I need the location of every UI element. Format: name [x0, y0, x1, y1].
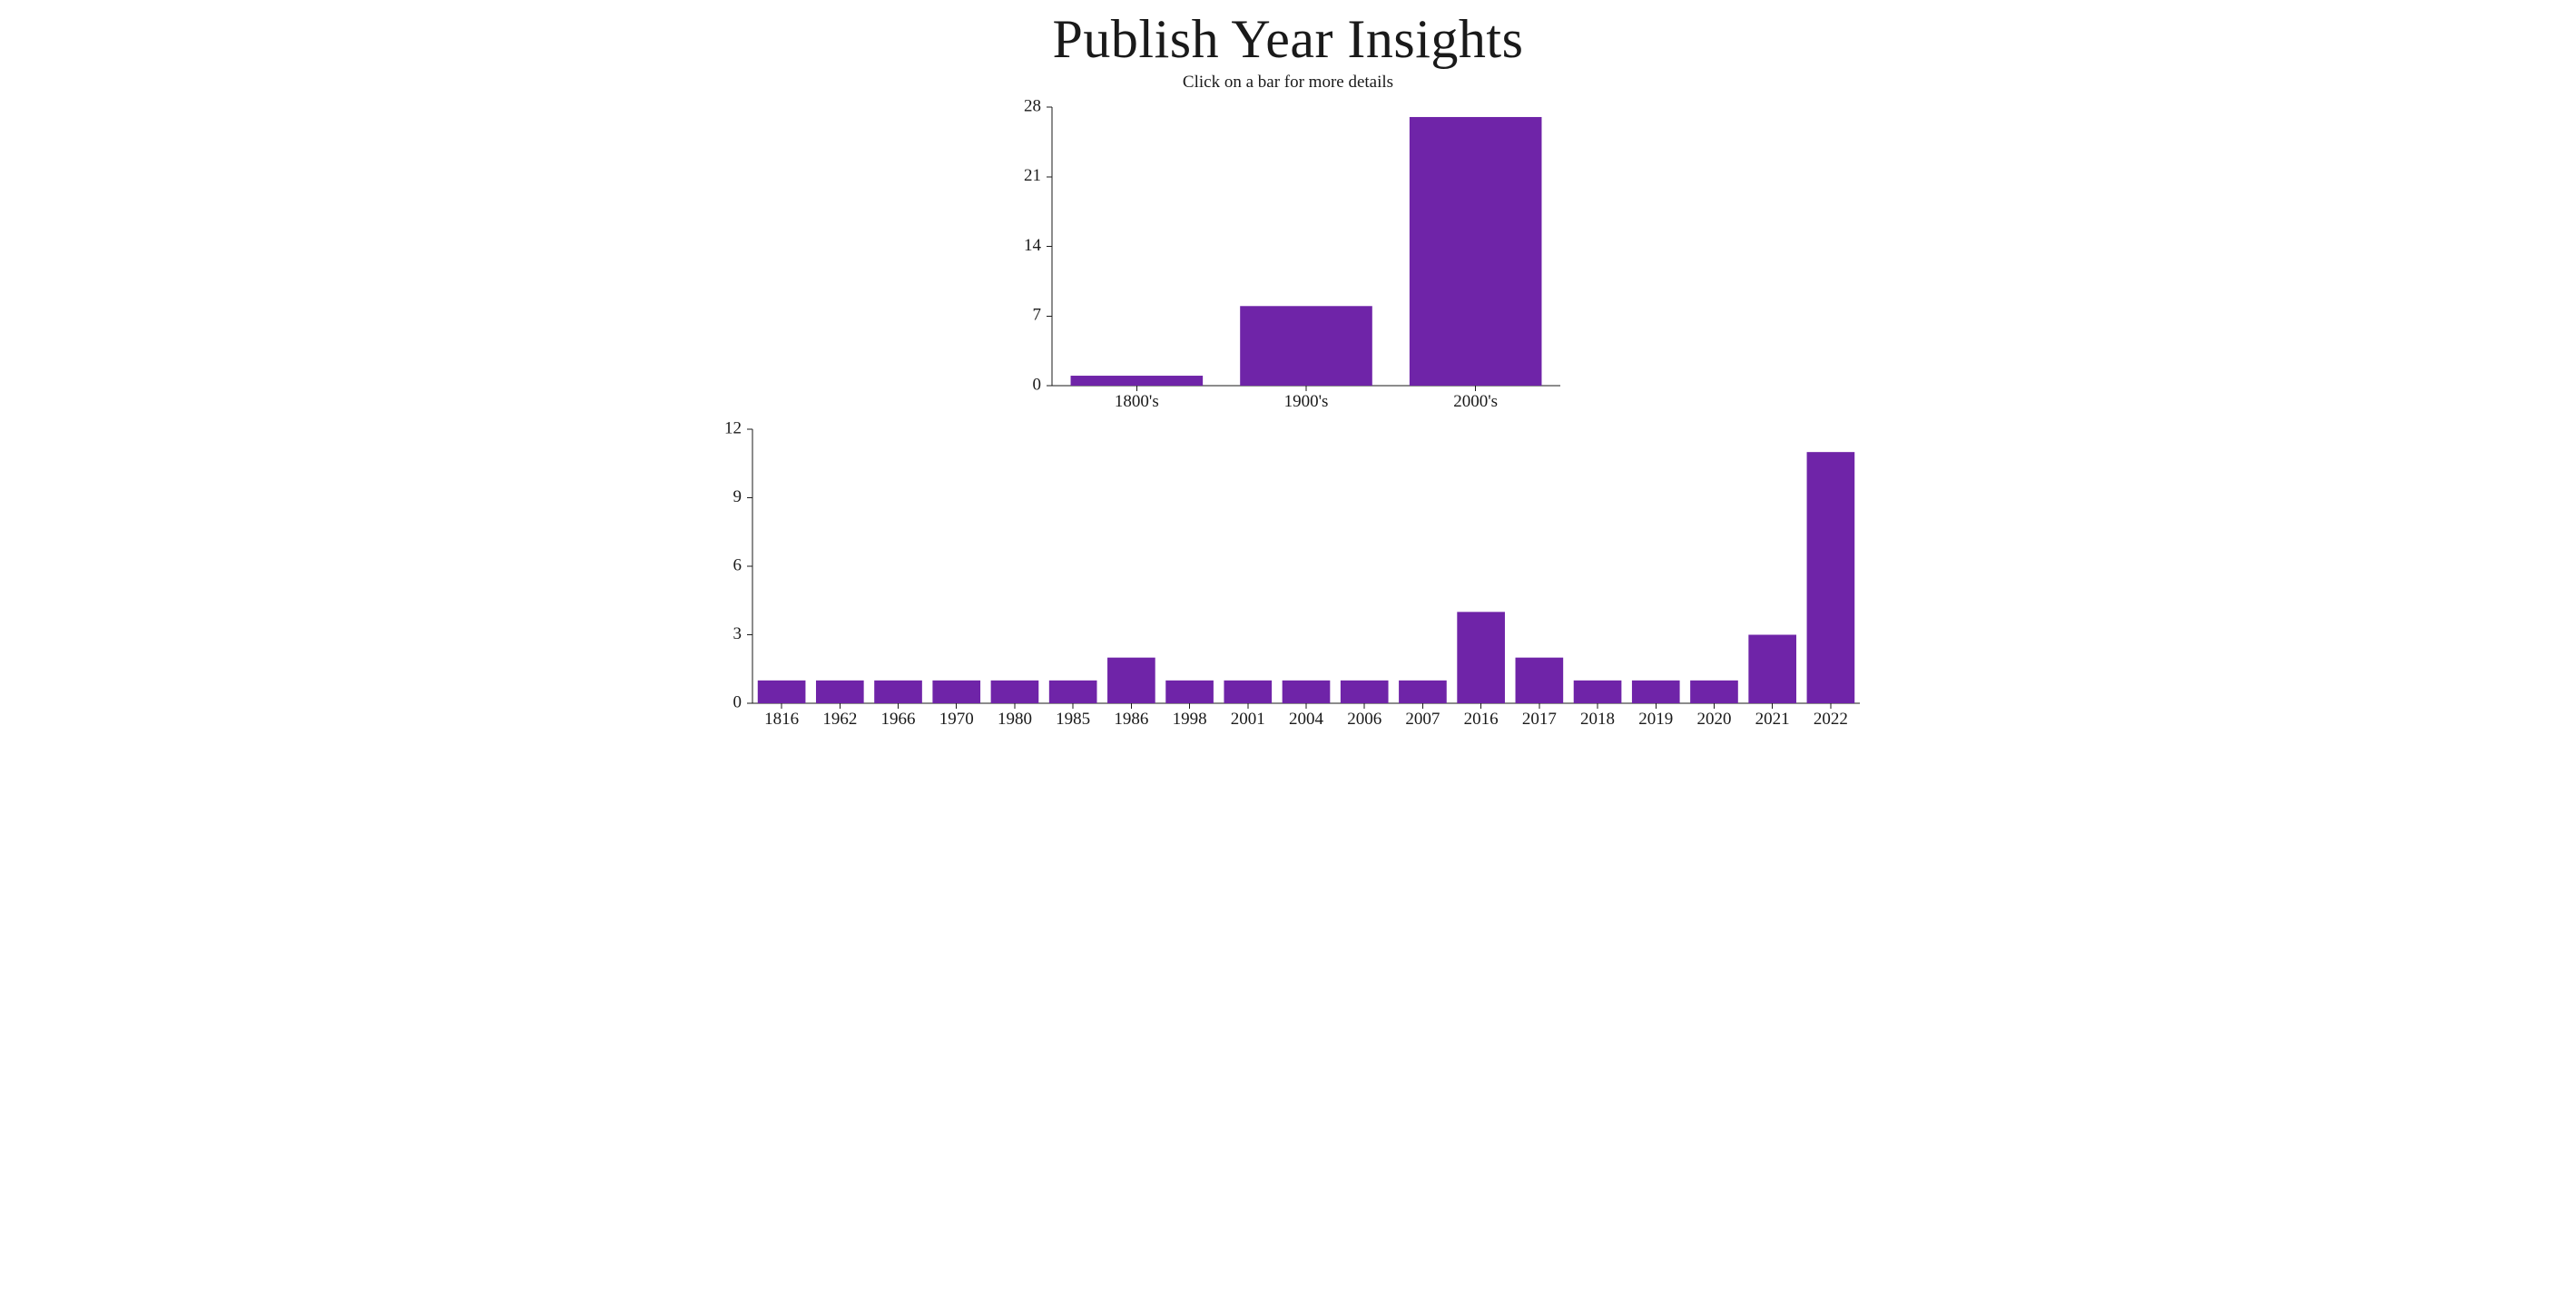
- y-tick-label: 28: [1024, 100, 1041, 115]
- bar[interactable]: [1516, 658, 1564, 703]
- bar[interactable]: [1224, 681, 1272, 703]
- y-tick-label: 3: [733, 624, 742, 643]
- x-tick-label: 1900's: [1284, 392, 1329, 411]
- year-bar-chart: 0 3 6 9 12 1816 1962 1966 1970 1980 1985 1986 1998 20…: [707, 422, 1869, 730]
- y-tick-label: 0: [1033, 375, 1042, 394]
- y-tick-label: 7: [1033, 306, 1042, 325]
- x-tick-label: 2017: [1522, 710, 1557, 729]
- page-title: Publish Year Insights: [0, 9, 2576, 69]
- page: Publish Year Insights Click on a bar for…: [0, 0, 2576, 749]
- x-tick-label: 2021: [1755, 710, 1790, 729]
- x-tick-label: 1986: [1114, 710, 1148, 729]
- bar[interactable]: [1807, 452, 1855, 703]
- page-subtitle: Click on a bar for more details: [0, 73, 2576, 93]
- x-tick-label: 1980: [998, 710, 1032, 729]
- x-tick-label: 1800's: [1115, 392, 1159, 411]
- bar[interactable]: [816, 681, 864, 703]
- x-tick-label: 2019: [1638, 710, 1673, 729]
- bar[interactable]: [1748, 635, 1796, 704]
- x-tick-label: 1816: [764, 710, 799, 729]
- bar[interactable]: [1283, 681, 1331, 703]
- bar[interactable]: [1071, 376, 1204, 386]
- bar[interactable]: [991, 681, 1039, 703]
- x-tick-label: 1966: [881, 710, 916, 729]
- x-tick-label: 2007: [1405, 710, 1440, 729]
- x-tick-label: 2000's: [1453, 392, 1498, 411]
- bar[interactable]: [1049, 681, 1097, 703]
- bar[interactable]: [1457, 612, 1505, 703]
- bar[interactable]: [1107, 658, 1155, 703]
- bar[interactable]: [758, 681, 806, 703]
- bar[interactable]: [1410, 117, 1542, 386]
- bar[interactable]: [932, 681, 980, 703]
- bar[interactable]: [1690, 681, 1738, 703]
- bar[interactable]: [1341, 681, 1389, 703]
- bar[interactable]: [1574, 681, 1622, 703]
- y-tick-label: 9: [733, 487, 742, 506]
- x-tick-label: 2006: [1347, 710, 1381, 729]
- bar[interactable]: [1240, 306, 1372, 386]
- bar[interactable]: [1399, 681, 1447, 703]
- x-tick-label: 2001: [1231, 710, 1265, 729]
- chart-year: 0 3 6 9 12 1816 1962 1966 1970 1980 1985 1986 1998 20…: [0, 422, 2576, 730]
- x-tick-label: 2020: [1696, 710, 1731, 729]
- x-tick-label: 1985: [1056, 710, 1090, 729]
- bar[interactable]: [1165, 681, 1214, 703]
- x-tick-label: 1998: [1173, 710, 1207, 729]
- y-tick-label: 21: [1024, 166, 1041, 185]
- bar[interactable]: [1632, 681, 1680, 703]
- x-tick-label: 2016: [1464, 710, 1499, 729]
- y-tick-label: 6: [733, 555, 742, 574]
- x-tick-label: 2004: [1289, 710, 1324, 729]
- y-tick-label: 0: [733, 692, 742, 711]
- y-tick-label: 14: [1024, 236, 1042, 255]
- x-tick-label: 1962: [822, 710, 857, 729]
- century-bar-chart: 0 7 14 21 28 1800's 1900's 2000's: [1007, 100, 1569, 413]
- x-tick-label: 1970: [939, 710, 974, 729]
- x-tick-label: 2018: [1580, 710, 1615, 729]
- chart-century: 0 7 14 21 28 1800's 1900's 2000's: [0, 100, 2576, 413]
- x-tick-label: 2022: [1814, 710, 1848, 729]
- y-tick-label: 12: [724, 422, 742, 437]
- bar[interactable]: [874, 681, 922, 703]
